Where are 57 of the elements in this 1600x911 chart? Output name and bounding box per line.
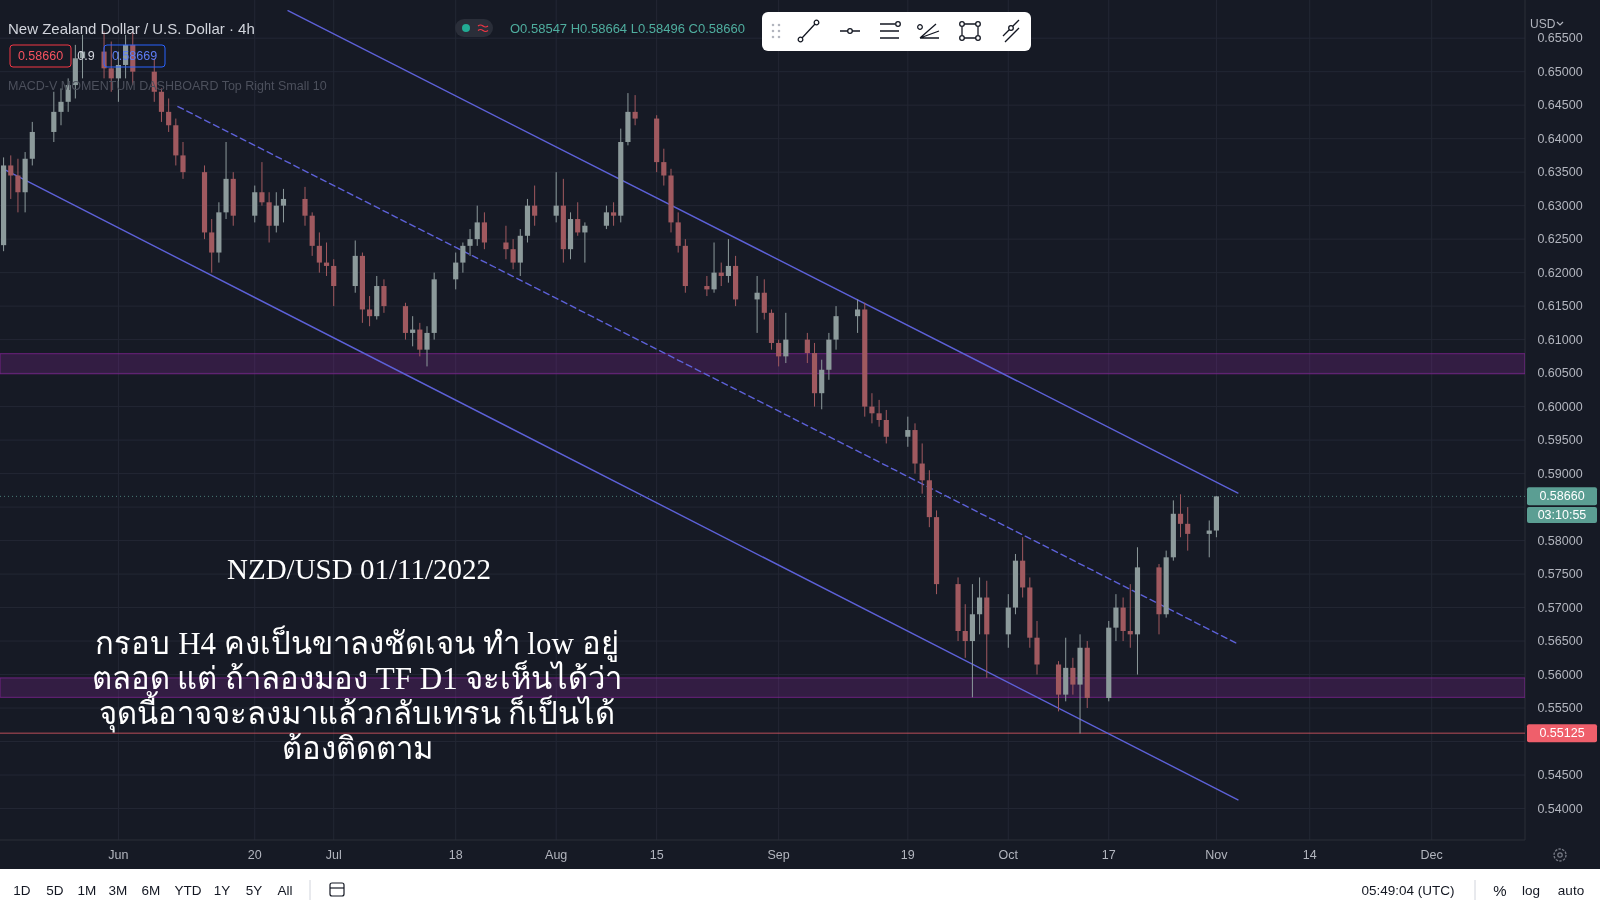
annotation: กรอบ H4 คงเป็นขาลงชัดเจน ทำ low อยู่ ตลอด แต่ ถ้าลองมอง TF D1 จะเห็นได้ว่า จุดนี้อาจจะลงมาแล้วกลับเทรน ก็เป็นได้ ต้องติดตาม (91, 625, 623, 766)
annotation: 1D (13, 882, 31, 898)
annotation: auto (1557, 882, 1585, 898)
annotation: 1Y (213, 882, 231, 898)
xtick-label: 20 (247, 848, 262, 862)
xtick-label: Jul (325, 848, 342, 862)
annotation: 5D (46, 882, 64, 898)
ytick-label: 0.63500 (1537, 165, 1583, 180)
annotation: 5Y (245, 882, 263, 898)
ytick-label: 0.57000 (1537, 600, 1583, 615)
title: New Zealand Dollar / U.S. Dollar · 4h (8, 19, 255, 37)
xtick-label: Jun (108, 848, 129, 862)
ylabel: USD (1530, 17, 1556, 31)
ytick-label: 0.54000 (1537, 801, 1583, 816)
ytick-label: 0.59500 (1537, 433, 1583, 448)
annotation: All (277, 882, 293, 898)
xtick-label: 17 (1101, 848, 1116, 862)
ytick-label: 0.64500 (1537, 98, 1583, 113)
ref-line-label: 0.55125 (1539, 726, 1585, 741)
ytick-label: 0.60000 (1537, 399, 1583, 414)
annotation: % (1493, 881, 1507, 899)
xtick-label: Oct (998, 848, 1018, 862)
xtick-label: Sep (767, 848, 790, 862)
ytick-label: 0.59000 (1537, 466, 1583, 481)
ytick-label: 0.64000 (1537, 131, 1583, 146)
annotation: log (1522, 882, 1540, 898)
ytick-label: 0.61500 (1537, 299, 1583, 314)
ytick-label: 0.58000 (1537, 533, 1583, 548)
ytick-label: 0.65000 (1537, 64, 1583, 79)
ytick-label: 0.56500 (1537, 634, 1583, 649)
ytick-label: 0.60500 (1537, 366, 1583, 381)
annotation: 1M (77, 882, 97, 898)
annotation: NZD/USD 01/11/2022 (227, 553, 491, 585)
annotation: 0.58660 (17, 49, 64, 63)
xtick-label: 15 (649, 848, 664, 862)
ytick-label: 0.54500 (1537, 768, 1583, 782)
annotation: 3M (108, 882, 128, 898)
annotation: O0.58547 H0.58664 L0.58496 C0.58660 (510, 20, 745, 36)
xtick-label: 18 (448, 848, 463, 862)
ytick-label: 0.57500 (1537, 567, 1583, 582)
ref-line-label: 0.58660 (1539, 489, 1585, 504)
xtick-label: Nov (1205, 848, 1228, 862)
ytick-label: 0.63000 (1537, 198, 1583, 213)
ytick-label: 0.62000 (1537, 265, 1583, 280)
ytick-label: 0.62500 (1537, 232, 1583, 247)
ytick-label: 0.55500 (1537, 701, 1583, 716)
xtick-label: 19 (900, 848, 915, 862)
annotation: YTD (174, 882, 202, 898)
ytick-label: 0.61000 (1537, 332, 1583, 347)
xtick-label: 14 (1302, 848, 1317, 862)
xtick-label: Aug (545, 848, 568, 862)
ytick-label: 0.56000 (1537, 667, 1583, 682)
annotation: 05:49:04 (UTC) (1361, 882, 1455, 898)
annotation: 6M (141, 882, 161, 898)
annotation: 03:10:55 (1537, 508, 1587, 522)
xtick-label: Dec (1420, 848, 1443, 862)
ytick-label: 0.65500 (1537, 31, 1583, 46)
